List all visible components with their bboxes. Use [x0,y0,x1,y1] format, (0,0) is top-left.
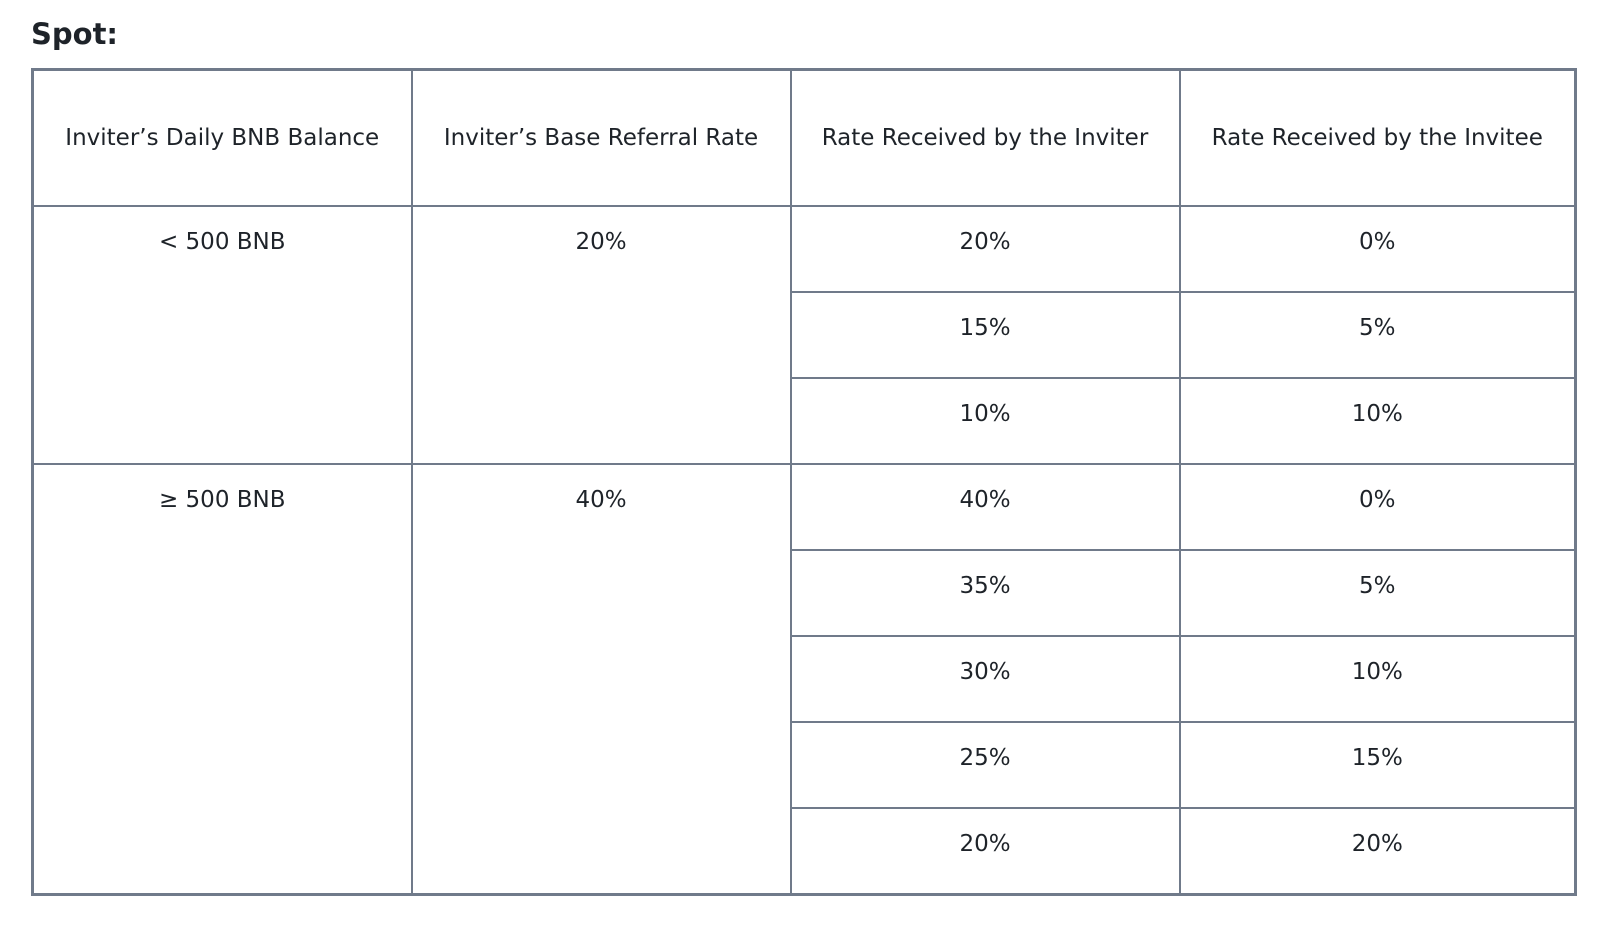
table-row: ≥ 500 BNB 40% 40% 0% [31,462,1577,896]
invitee-rate-cell: 0% [1178,462,1577,551]
header-daily-bnb-balance: Inviter’s Daily BNB Balance [31,68,413,207]
table-row: 30% 10% [33,634,1577,723]
referral-rate-table: Inviter’s Daily BNB Balance Inviter’s Ba… [31,68,1577,896]
invitee-rate-cell: 15% [1178,720,1577,809]
inviter-rate-cell: 35% [789,548,1181,637]
table-row: 15% 5% [33,290,1577,379]
header-base-referral-rate: Inviter’s Base Referral Rate [410,68,792,207]
invitee-rate-cell: 0% [1178,205,1577,293]
section-title: Spot: [31,17,119,51]
inviter-rate-cell: 20% [789,806,1181,896]
inviter-rate-cell: 20% [789,205,1181,293]
header-rate-invitee: Rate Received by the Invitee [1178,68,1577,207]
table-row: 25% 15% [33,720,1577,809]
table-row: 35% 5% [33,548,1577,637]
header-rate-inviter: Rate Received by the Inviter [789,68,1181,207]
table-row: 20% 20% [33,806,1577,896]
table-header-row: Inviter’s Daily BNB Balance Inviter’s Ba… [31,68,1577,207]
balance-cell: < 500 BNB [31,205,413,465]
inviter-rate-cell: 30% [789,634,1181,723]
table-row: 10% 10% [33,376,1577,465]
inviter-rate-cell: 25% [789,720,1181,809]
balance-cell: ≥ 500 BNB [31,462,413,896]
base-rate-cell: 20% [410,205,792,465]
inviter-rate-cell: 15% [789,290,1181,379]
invitee-rate-cell: 10% [1178,376,1577,465]
base-rate-cell: 40% [410,462,792,896]
invitee-rate-cell: 10% [1178,634,1577,723]
invitee-rate-cell: 20% [1178,806,1577,896]
inviter-rate-cell: 40% [789,462,1181,551]
table-row: < 500 BNB 20% 20% 0% [31,205,1577,465]
invitee-rate-cell: 5% [1178,548,1577,637]
invitee-rate-cell: 5% [1178,290,1577,379]
inviter-rate-cell: 10% [789,376,1181,465]
